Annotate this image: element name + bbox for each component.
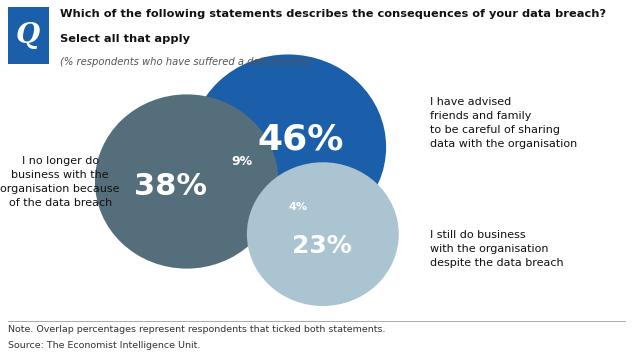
Ellipse shape — [247, 162, 399, 306]
Text: Which of the following statements describes the consequences of your data breach: Which of the following statements descri… — [60, 9, 606, 19]
Text: 4%: 4% — [288, 202, 307, 212]
Text: Source: The Economist Intelligence Unit.: Source: The Economist Intelligence Unit. — [8, 341, 200, 350]
Ellipse shape — [190, 54, 386, 240]
Text: I no longer do
business with the
organisation because
of the data breach: I no longer do business with the organis… — [1, 155, 120, 208]
Text: I still do business
with the organisation
despite the data breach: I still do business with the organisatio… — [430, 230, 564, 268]
Text: Q: Q — [16, 22, 41, 49]
FancyBboxPatch shape — [8, 7, 49, 64]
Text: Note. Overlap percentages represent respondents that ticked both statements.: Note. Overlap percentages represent resp… — [8, 325, 385, 334]
Ellipse shape — [95, 94, 279, 269]
Text: 38%: 38% — [134, 172, 208, 201]
Text: 9%: 9% — [231, 155, 253, 168]
Text: 23%: 23% — [292, 234, 351, 258]
Text: 46%: 46% — [258, 123, 344, 157]
Text: (% respondents who have suffered a data breach): (% respondents who have suffered a data … — [60, 57, 311, 68]
Text: Select all that apply: Select all that apply — [60, 34, 190, 45]
Text: I have advised
friends and family
to be careful of sharing
data with the organis: I have advised friends and family to be … — [430, 97, 578, 150]
